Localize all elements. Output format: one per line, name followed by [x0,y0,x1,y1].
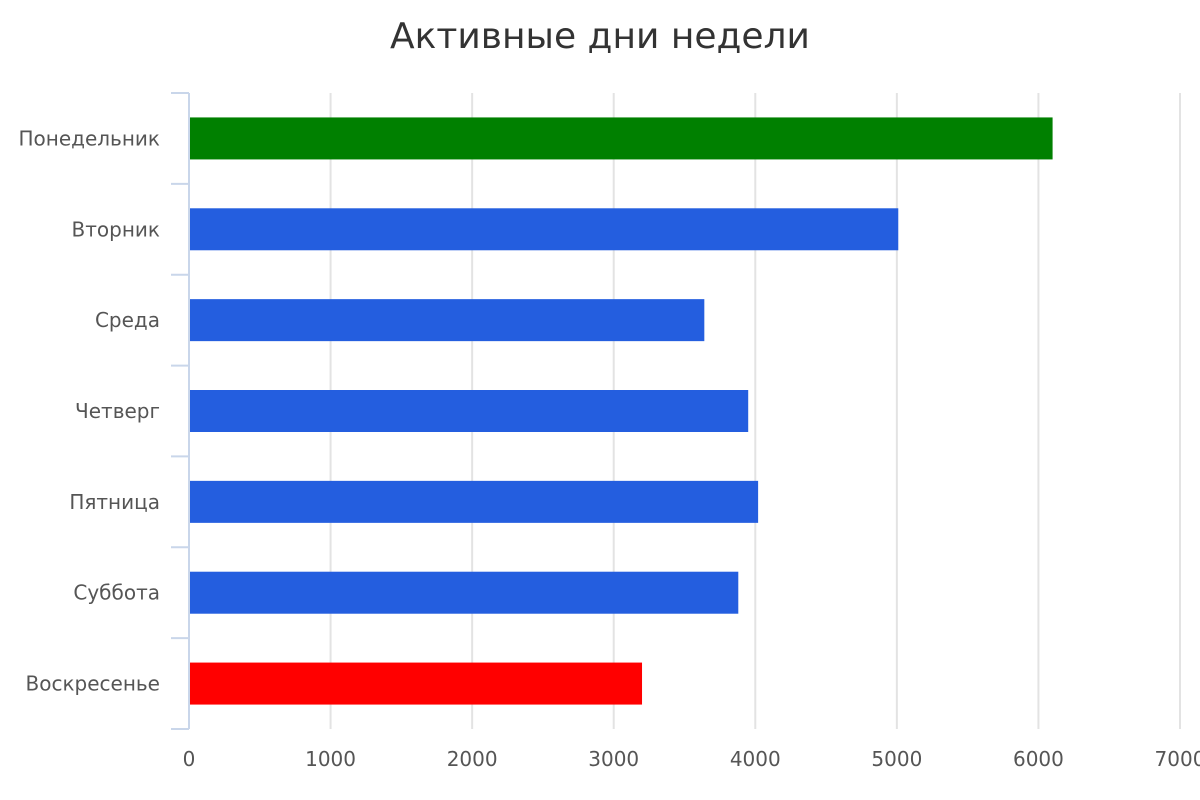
bars [190,117,1053,705]
bar [190,662,643,705]
bar [190,117,1053,160]
x-tick-label: 3000 [588,747,639,771]
x-tick-label: 7000 [1155,747,1200,771]
y-axis [171,92,190,730]
category-label: Четверг [75,399,160,423]
bar [190,299,705,342]
x-tick-label: 0 [183,747,196,771]
chart-title: Активные дни недели [390,16,810,57]
bar [190,390,749,432]
x-tick-label: 2000 [447,747,498,771]
x-tick-labels: 0 1000 2000 3000 4000 5000 6000 7000 [183,747,1200,771]
bar [190,571,739,614]
category-label: Вторник [72,217,160,241]
category-label: Пятница [69,490,160,514]
bar [190,208,899,251]
x-tick-label: 6000 [1013,747,1064,771]
x-tick-label: 5000 [871,747,922,771]
category-label: Воскресенье [25,672,160,696]
x-tick-label: 1000 [305,747,356,771]
category-labels: Понедельник Вторник Среда Четверг Пятница Суб… [18,126,160,695]
category-label: Суббота [73,581,160,605]
x-tick-label: 4000 [730,747,781,771]
category-label: Понедельник [18,126,160,150]
category-label: Среда [95,308,160,332]
bar [190,480,759,523]
